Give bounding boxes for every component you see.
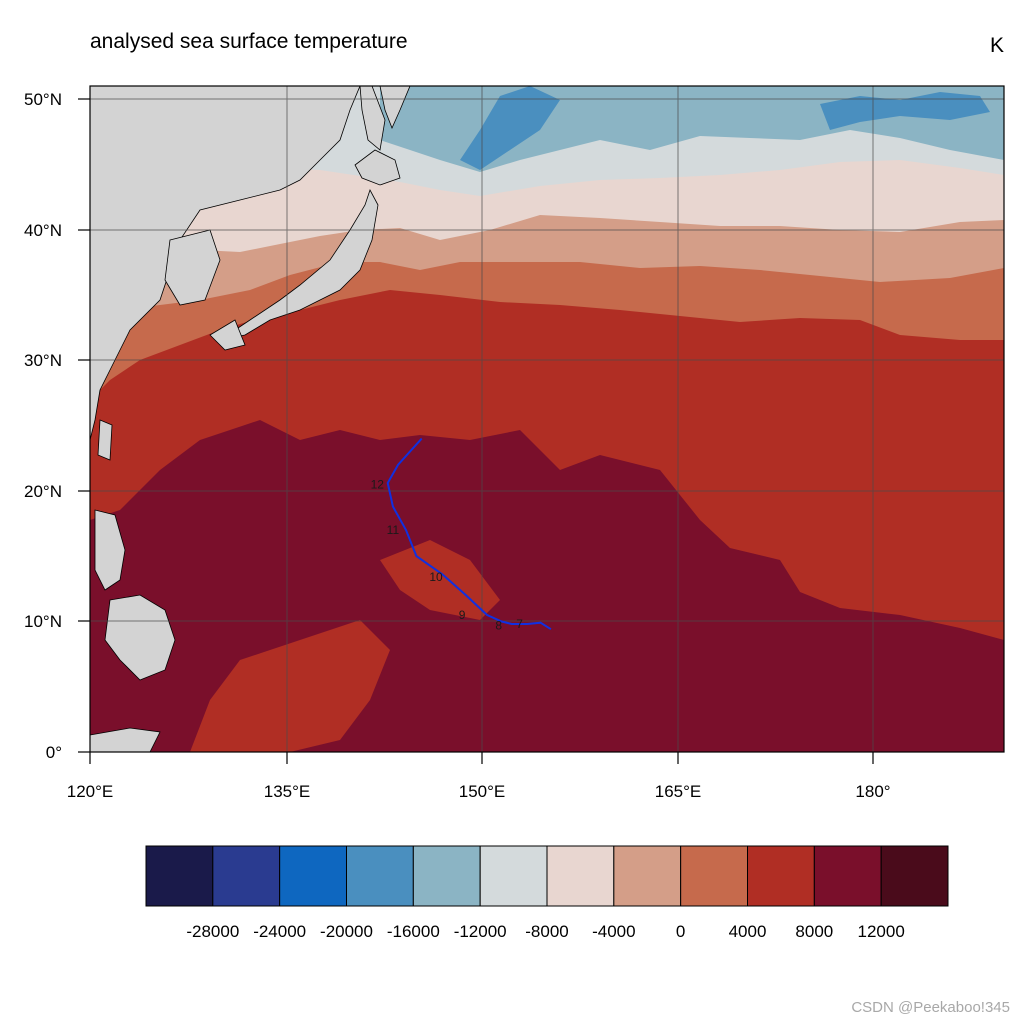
- lon-tick-label: 135°E: [264, 782, 311, 801]
- japan-honshu: [219, 188, 379, 341]
- colorbar-label: -12000: [454, 922, 507, 941]
- colorbar-label: 12000: [858, 922, 905, 941]
- storm-track-day-label: 12: [371, 477, 385, 491]
- colorbar-label: -28000: [186, 922, 239, 941]
- luzon: [94, 509, 126, 591]
- colorbar-swatch: [145, 845, 214, 907]
- colorbar-swatch: [680, 845, 748, 907]
- sst-band-neg16000-ne: [820, 92, 990, 130]
- sakhalin: [359, 86, 386, 151]
- colorbar-label: -20000: [320, 922, 373, 941]
- colorbar-swatch: [747, 845, 815, 907]
- storm-track-day-label: 7: [516, 617, 523, 631]
- colorbar-swatch: [346, 845, 414, 907]
- units-label: K: [989, 34, 1004, 57]
- lat-tick-label: 40°N: [24, 221, 62, 240]
- lat-tick-label: 20°N: [24, 482, 62, 501]
- lat-tick-label: 0°: [46, 743, 62, 762]
- colorbar-label: 0: [676, 922, 685, 941]
- lon-tick-label: 165°E: [655, 782, 702, 801]
- storm-track-day-label: 9: [459, 608, 466, 622]
- colorbar-label: -24000: [253, 922, 306, 941]
- borneo-tip: [90, 727, 161, 752]
- hokkaido: [354, 149, 401, 186]
- colorbar-label: 8000: [795, 922, 833, 941]
- colorbar-swatch: [279, 845, 348, 907]
- graticule: [90, 86, 1004, 752]
- colorbar-swatch: [880, 845, 949, 907]
- storm-track-day-label: 11: [387, 523, 400, 537]
- lat-tick-label: 30°N: [24, 351, 62, 370]
- kamchatka-coast: [379, 86, 411, 130]
- colorbar-swatch: [613, 845, 682, 907]
- storm-track-line: [386, 437, 552, 631]
- philippines-south: [104, 594, 176, 681]
- colorbar-swatch: [412, 845, 481, 907]
- storm-track-day-label: 10: [429, 570, 443, 584]
- lat-tick-label: 10°N: [24, 612, 62, 631]
- colorbar-label: -4000: [592, 922, 635, 941]
- sst-band-8000-west-patch: [190, 620, 390, 752]
- colorbar-label: 4000: [729, 922, 767, 941]
- colorbar-swatch: [479, 845, 548, 907]
- taiwan: [97, 419, 113, 461]
- japan-kyushu: [209, 319, 246, 351]
- colorbar-swatch: [813, 845, 882, 907]
- sst-band-neg16000: [460, 86, 560, 170]
- axis-ticks: [78, 98, 874, 764]
- colorbar-swatch: [546, 845, 615, 907]
- colorbar-labels: -28000 -24000 -20000 -16000 -12000 -8000 -4000…: [186, 922, 904, 941]
- storm-track-layer: 78 9 10 11 12: [371, 437, 552, 632]
- colorbar: [145, 845, 949, 907]
- colorbar-label: -8000: [525, 922, 568, 941]
- colorbar-label: -16000: [387, 922, 440, 941]
- lon-tick-label: 120°E: [67, 782, 114, 801]
- map-area: 78 9 10 11 12: [90, 86, 1004, 752]
- lon-tick-label: 180°: [855, 782, 890, 801]
- lon-tick-label: 150°E: [459, 782, 506, 801]
- plot-frame: [89, 85, 1005, 753]
- map-title: analysed sea surface temperature: [90, 30, 408, 53]
- lat-tick-label: 50°N: [24, 90, 62, 109]
- storm-track-day-label: 8: [495, 618, 502, 632]
- watermark: CSDN @Peekaboo!345: [851, 999, 1010, 1016]
- land: [90, 86, 411, 752]
- colorbar-swatch: [212, 845, 281, 907]
